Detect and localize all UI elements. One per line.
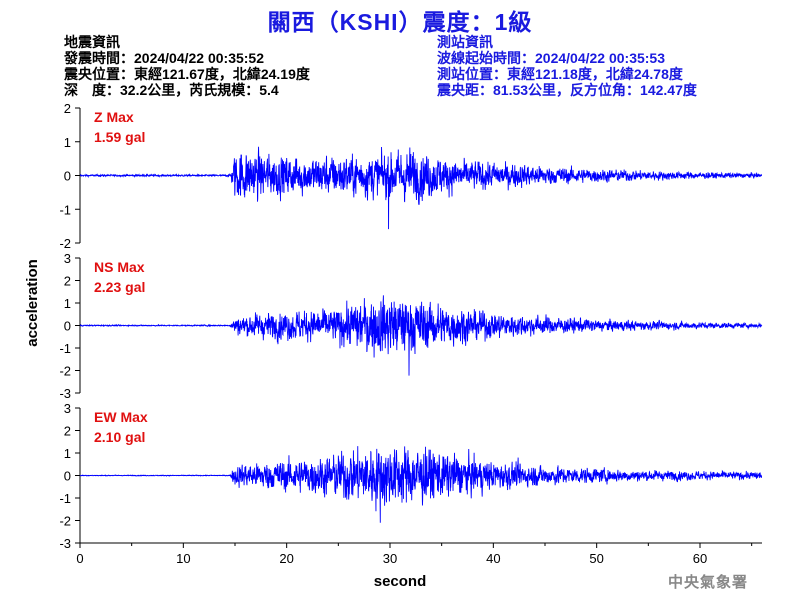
panel-2-y-tick-label: 1 — [64, 296, 71, 311]
panel-1-y-tick-label: 1 — [64, 135, 71, 150]
x-tick-label: 20 — [279, 551, 293, 566]
x-tick-label: 0 — [76, 551, 83, 566]
panel-1-component-label: Z Max — [94, 109, 134, 125]
station-info: 測站資訊 波線起始時間：2024/04/22 00:35:53 測站位置：東經1… — [437, 34, 697, 98]
station-location: 測站位置：東經121.18度，北緯24.78度 — [437, 66, 683, 82]
panel-2-y-tick-label: -2 — [59, 364, 71, 379]
origin-time: 發震時間：2024/04/22 00:35:52 — [64, 50, 264, 66]
panel-3-component-label: EW Max — [94, 409, 148, 425]
panel-2-max-value-label: 2.23 gal — [94, 279, 145, 295]
chart-title: 關西（KSHI）震度：1級 — [267, 9, 533, 35]
station-info-heading: 測站資訊 — [437, 34, 493, 50]
x-axis-label: second — [374, 573, 427, 590]
panel-2-y-tick-label: 0 — [64, 319, 71, 334]
epicenter-location: 震央位置：東經121.67度，北緯24.19度 — [64, 66, 310, 82]
panel-3-y-tick-label: -2 — [59, 514, 71, 529]
panel-1-y-tick-label: -2 — [59, 236, 71, 251]
x-tick-label: 40 — [486, 551, 500, 566]
panel-1-y-tick-label: 0 — [64, 169, 71, 184]
earthquake-info: 地震資訊 發震時間：2024/04/22 00:35:52 震央位置：東經121… — [64, 34, 310, 98]
panel-2-component-label: NS Max — [94, 259, 145, 275]
panel-2-y-tick-label: 2 — [64, 274, 71, 289]
panel-2-waveform-series — [79, 295, 763, 376]
panel-1-y-tick-label: 2 — [64, 101, 71, 116]
panel-1-y-tick-label: -1 — [59, 202, 71, 217]
panel-3-y-tick-label: 3 — [64, 401, 71, 416]
x-tick-label: 60 — [693, 551, 707, 566]
earthquake-info-heading: 地震資訊 — [64, 34, 120, 50]
panel-1-waveform-series — [79, 146, 763, 230]
y-axis-label: acceleration — [24, 259, 41, 347]
panel-2-y-tick-label: -1 — [59, 341, 71, 356]
panel-3-waveform-series — [79, 446, 763, 523]
panel-2-y-tick-label: -3 — [59, 386, 71, 401]
panel-3-y-tick-label: 0 — [64, 469, 71, 484]
x-tick-label: 50 — [589, 551, 603, 566]
waveform-start-time: 波線起始時間：2024/04/22 00:35:53 — [437, 50, 665, 66]
x-tick-label: 10 — [176, 551, 190, 566]
panel-3-max-value-label: 2.10 gal — [94, 429, 145, 445]
x-tick-label: 30 — [383, 551, 397, 566]
panel-2-y-tick-label: 3 — [64, 251, 71, 266]
agency-watermark: 中央氣象署 — [667, 573, 748, 591]
depth-magnitude: 深 度：32.2公里，芮氏規模：5.4 — [64, 82, 279, 98]
panel-3-y-tick-label: -1 — [59, 491, 71, 506]
panel-3-y-tick-label: -3 — [59, 536, 71, 551]
panel-1-max-value-label: 1.59 gal — [94, 129, 145, 145]
panel-3-y-tick-label: 2 — [64, 424, 71, 439]
panel-3-y-tick-label: 1 — [64, 446, 71, 461]
epicentral-distance: 震央距：81.53公里，反方位角：142.47度 — [437, 82, 697, 98]
